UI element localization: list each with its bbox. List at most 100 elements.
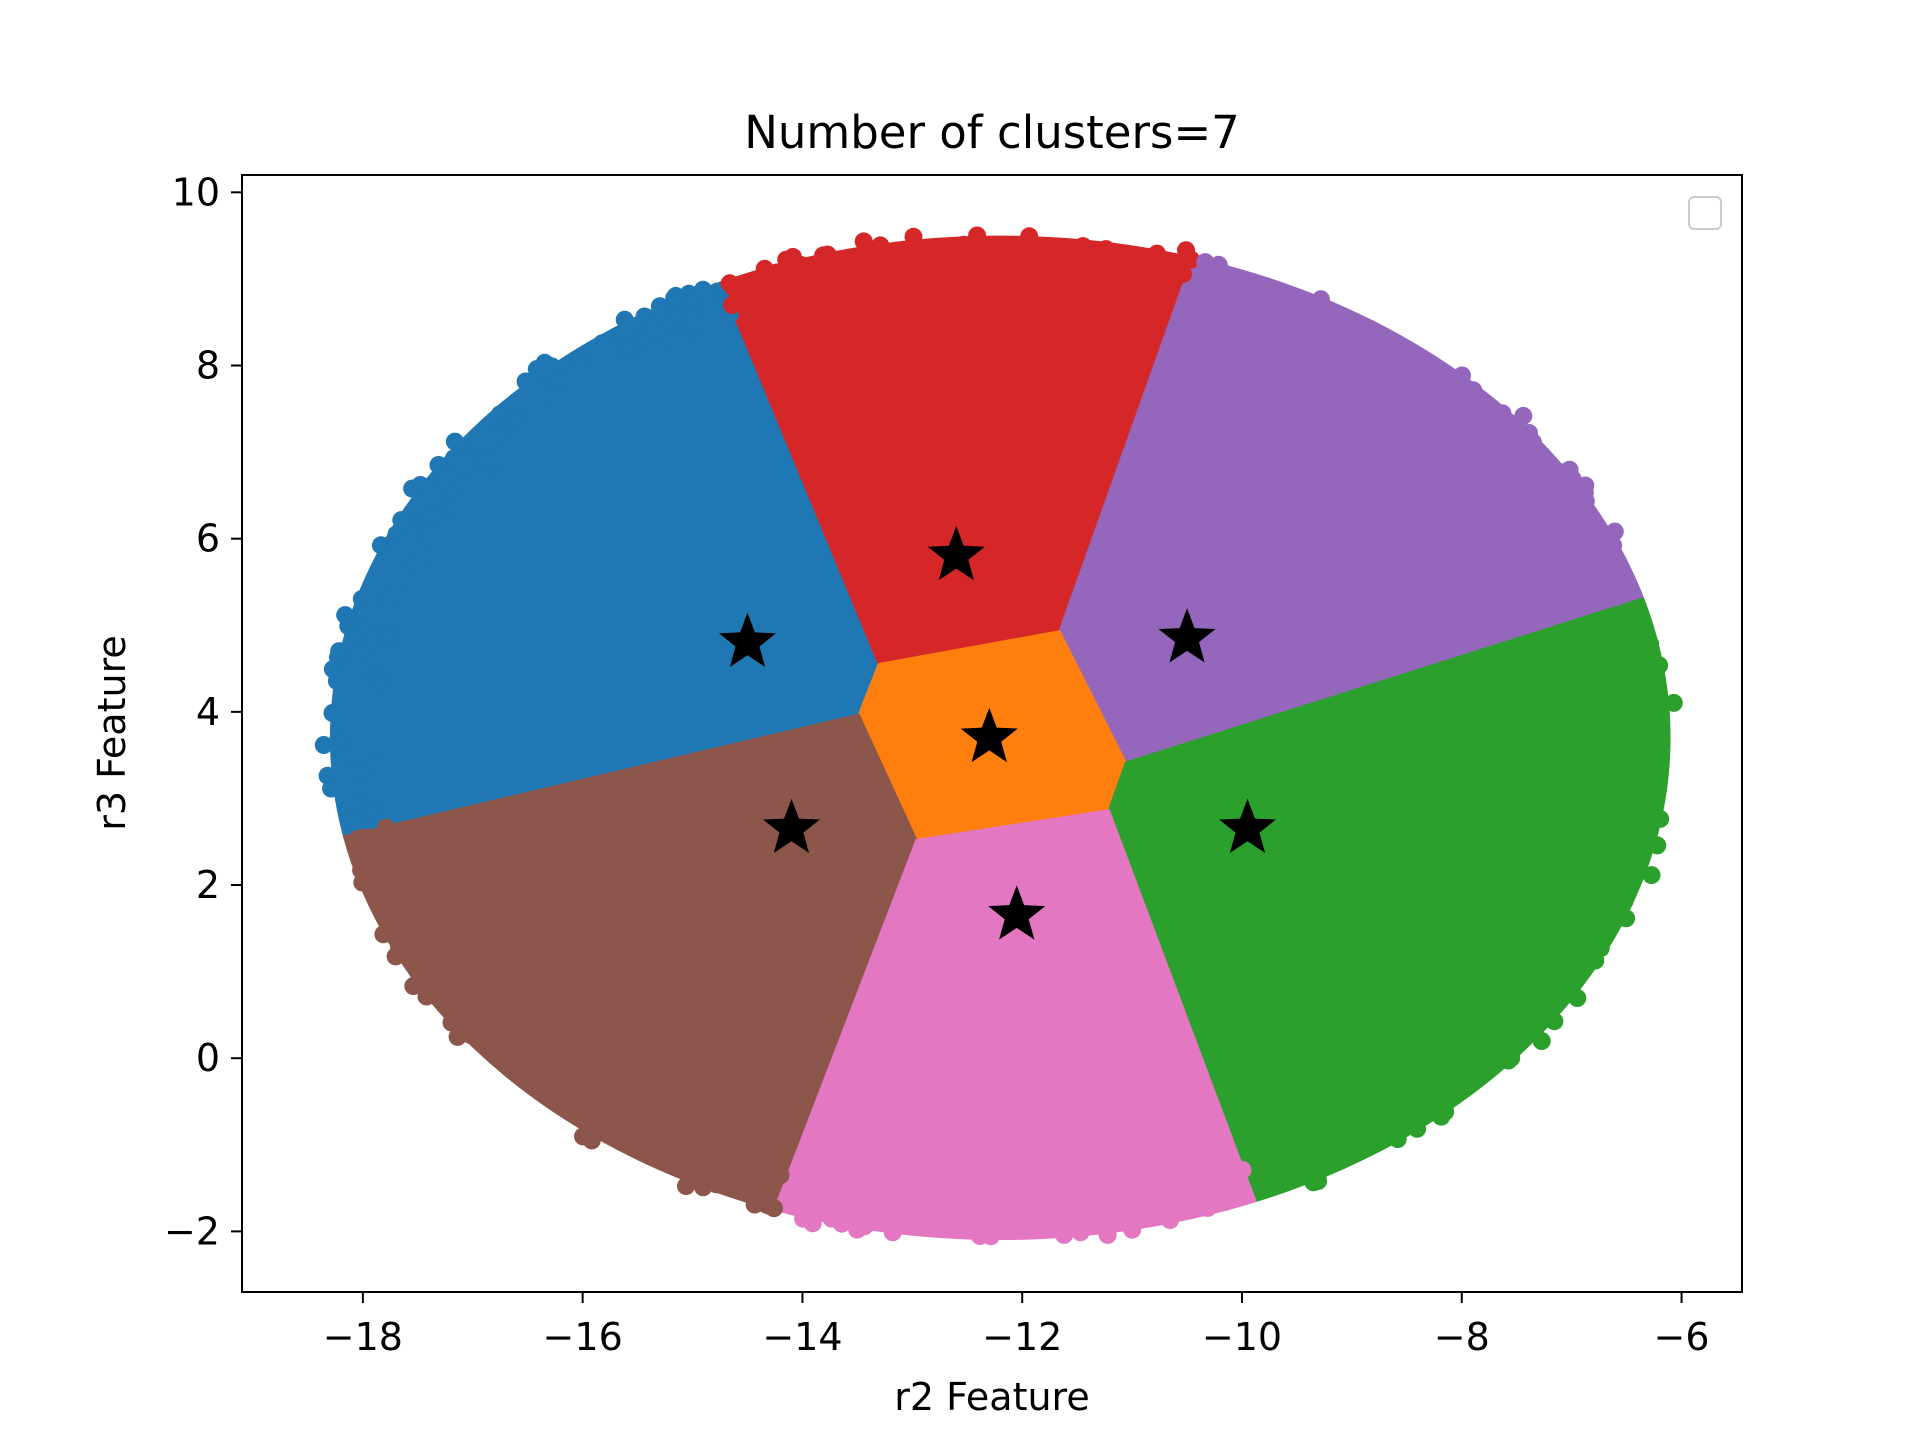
cluster-3-point — [1348, 326, 1367, 345]
cluster-5-point — [694, 1178, 713, 1197]
cluster-1-point — [440, 464, 459, 483]
cluster-2-point — [720, 274, 739, 293]
cluster-3-point — [1538, 483, 1557, 502]
cluster-7-point — [807, 1200, 826, 1218]
cluster-1-point — [365, 804, 384, 822]
cluster-1-point — [668, 306, 687, 325]
legend-box — [1688, 196, 1722, 230]
cluster-7-centroid — [988, 885, 1046, 940]
cluster-1-point — [421, 527, 440, 546]
cluster-1-point — [539, 384, 558, 403]
cluster-2-point — [1182, 250, 1200, 269]
cluster-6-point — [1340, 1131, 1359, 1150]
cluster-7-point — [1102, 1206, 1121, 1224]
cluster-1-point — [314, 736, 333, 754]
cluster-5-point — [677, 1177, 695, 1196]
cluster-5-point — [528, 1054, 547, 1073]
y-tick-label: 10 — [172, 170, 220, 214]
cluster-6-point — [1551, 936, 1570, 955]
cluster-1-point — [405, 524, 424, 543]
cluster-1-point — [416, 478, 435, 497]
cluster-5-point — [520, 1041, 539, 1060]
cluster-7-point — [883, 1223, 902, 1242]
cluster-2-point — [1174, 265, 1192, 283]
cluster-5-point — [373, 853, 392, 872]
cluster-7-point — [794, 1209, 813, 1228]
x-tick-label: −12 — [982, 1315, 1062, 1359]
cluster-5-centroid — [762, 798, 820, 853]
cluster-7-point — [893, 1192, 911, 1211]
cluster-6-point — [1545, 1012, 1564, 1031]
y-tick-label: 6 — [196, 517, 220, 561]
cluster-7-point — [1123, 1220, 1142, 1239]
cluster-5-point — [704, 1143, 723, 1162]
cluster-7-point — [983, 1201, 1002, 1220]
cluster-7-point — [1055, 1225, 1074, 1244]
cluster-6-point — [1510, 1023, 1529, 1042]
cluster-3-point — [1493, 404, 1512, 423]
x-tick-label: −8 — [1434, 1315, 1490, 1359]
cluster-1-point — [371, 536, 390, 555]
plot-area — [314, 226, 1683, 1246]
cluster-5-point — [395, 910, 414, 929]
cluster-6-point — [1453, 1051, 1472, 1070]
cluster-1-point — [445, 432, 464, 451]
cluster-1-point — [342, 810, 361, 829]
cluster-1-point — [681, 293, 700, 312]
cluster-6-point — [1264, 1173, 1283, 1192]
x-tick-label: −10 — [1202, 1315, 1282, 1359]
cluster-1-point — [593, 334, 612, 353]
cluster-1-point — [366, 751, 385, 770]
cluster-2-point — [1094, 251, 1113, 269]
cluster-6-point — [1618, 806, 1637, 824]
cluster-5-point — [399, 924, 418, 943]
cluster-2-point — [1045, 251, 1064, 270]
cluster-1-point — [686, 315, 705, 334]
cluster-3-point — [1196, 253, 1215, 272]
cluster-6-point — [1646, 772, 1665, 791]
y-axis: −2 0 2 4 6 8 10 — [164, 170, 242, 1253]
cluster-3-point — [1475, 434, 1494, 453]
cluster-6-point — [1651, 809, 1670, 828]
cluster-5-point — [350, 829, 368, 848]
cluster-6-point — [1609, 657, 1628, 676]
cluster-6-point — [1613, 856, 1632, 875]
axes-frame — [241, 174, 1743, 1293]
cluster-7-point — [870, 1212, 889, 1231]
cluster-3-point — [1464, 381, 1483, 400]
cluster-5-point — [450, 997, 469, 1016]
cluster-1-point — [650, 297, 669, 316]
cluster-2-point — [723, 296, 742, 315]
cluster-5-point — [736, 1167, 755, 1186]
cluster-1-centroid — [719, 612, 776, 667]
cluster-6-point — [1637, 808, 1656, 827]
cluster-2-point — [899, 245, 918, 264]
x-tick-label: −16 — [543, 1315, 623, 1359]
cluster-7-point — [1217, 1192, 1236, 1211]
cluster-2-point — [904, 227, 923, 246]
x-axis: −18 −16 −14 −12 −10 −8 −6 — [323, 1292, 1710, 1359]
cluster-2-point — [962, 261, 981, 280]
cluster-6-point — [1632, 620, 1651, 639]
cluster-1-point — [354, 618, 373, 637]
y-tick-label: 4 — [196, 690, 220, 734]
cluster-1-point — [322, 779, 341, 798]
cluster-7-point — [848, 1220, 867, 1239]
y-tick-label: −2 — [164, 1209, 220, 1253]
cluster-6-point — [1644, 670, 1663, 689]
cluster-3-point — [1461, 412, 1480, 431]
cluster-1-point — [480, 448, 499, 467]
cluster-6-point — [1621, 606, 1640, 625]
cluster-5-point — [405, 892, 424, 911]
cluster-3-point — [1491, 442, 1510, 461]
cluster-5-point — [599, 1107, 618, 1126]
cluster-5-point — [570, 1098, 588, 1117]
cluster-5-point — [352, 861, 371, 880]
cluster-7-point — [1071, 1223, 1090, 1242]
cluster-6-point — [1616, 764, 1635, 783]
cluster-5-point — [408, 956, 427, 975]
cluster-3-point — [1523, 433, 1542, 452]
x-axis-label: r2 Feature — [894, 1375, 1089, 1419]
cluster-2-point — [1148, 244, 1166, 263]
